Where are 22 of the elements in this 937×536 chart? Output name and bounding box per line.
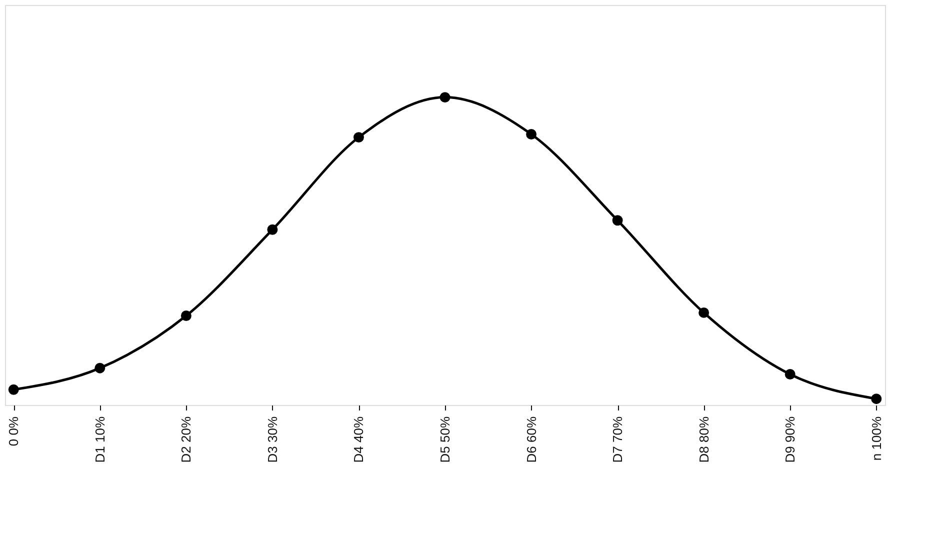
point [94, 362, 106, 374]
point [698, 307, 710, 318]
point [8, 384, 19, 395]
point [612, 215, 623, 226]
point [526, 128, 537, 140]
x-tick-label: D9 90% [782, 416, 798, 463]
x-tick-label: 0 0% [6, 416, 22, 446]
x-tick-label: n 100% [868, 416, 884, 461]
point [784, 368, 796, 380]
x-tick-label: D8 80% [696, 416, 712, 463]
x-tick-label: D6 60% [524, 416, 539, 463]
point [871, 394, 882, 404]
x-tick-label: D4 40% [351, 416, 366, 463]
point [180, 310, 192, 322]
x-tick-label: D2 20% [178, 416, 194, 463]
x-tick-label: D3 30% [264, 416, 280, 463]
x-tick-label: D1 10% [92, 416, 108, 463]
x-tick-label: D5 50% [438, 416, 452, 463]
point [440, 92, 450, 103]
point [353, 132, 364, 143]
x-tick-label: D7 70% [610, 416, 626, 463]
point [267, 224, 278, 235]
